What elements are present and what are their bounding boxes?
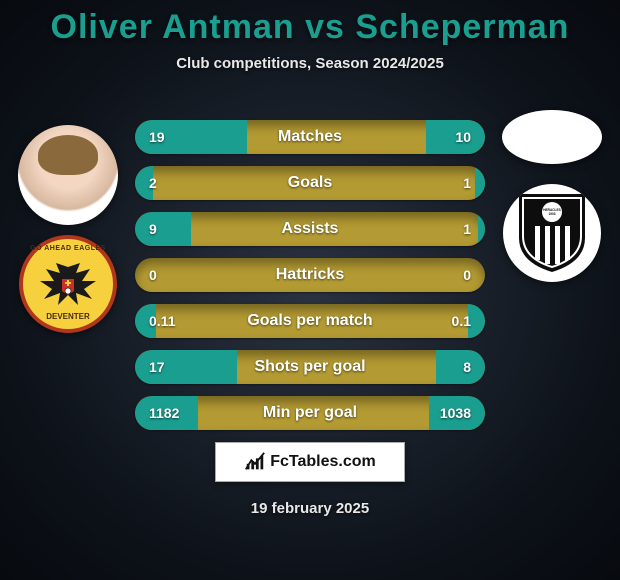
value-right: 0.1 — [452, 304, 471, 338]
stat-label: Min per goal — [135, 396, 485, 430]
value-right: 10 — [455, 120, 471, 154]
stat-label: Assists — [135, 212, 485, 246]
crest-left-text-top: GO AHEAD EAGLES — [30, 245, 106, 252]
left-player-column: GO AHEAD EAGLES DEVENTER — [8, 125, 128, 333]
stat-label: Matches — [135, 120, 485, 154]
svg-text:1903: 1903 — [548, 212, 555, 216]
player-right-photo-placeholder — [502, 110, 602, 164]
stat-row: 17Shots per goal8 — [135, 350, 485, 384]
stat-label: Goals — [135, 166, 485, 200]
value-right: 1038 — [440, 396, 471, 430]
right-player-column: HERACLES 1903 — [492, 110, 612, 282]
stat-row: 0.11Goals per match0.1 — [135, 304, 485, 338]
stat-row: 9Assists1 — [135, 212, 485, 246]
value-right: 1 — [463, 212, 471, 246]
branding-badge: FcTables.com — [215, 442, 405, 482]
page-title: Oliver Antman vs Scheperman — [0, 0, 620, 47]
value-right: 8 — [463, 350, 471, 384]
chart-icon — [244, 451, 266, 473]
stat-label: Shots per goal — [135, 350, 485, 384]
value-right: 0 — [463, 258, 471, 292]
stat-row: 19Matches10 — [135, 120, 485, 154]
crest-left-text-bottom: DEVENTER — [46, 312, 90, 321]
player-left-photo — [18, 125, 118, 225]
stat-row: 1182Min per goal1038 — [135, 396, 485, 430]
club-crest-right: HERACLES 1903 — [503, 184, 601, 282]
value-right: 1 — [463, 166, 471, 200]
eagle-icon — [38, 259, 98, 309]
club-crest-left: GO AHEAD EAGLES DEVENTER — [19, 235, 117, 333]
stat-label: Goals per match — [135, 304, 485, 338]
branding-text: FcTables.com — [270, 453, 376, 471]
stat-label: Hattricks — [135, 258, 485, 292]
stat-row: 0Hattricks0 — [135, 258, 485, 292]
subtitle: Club competitions, Season 2024/2025 — [0, 55, 620, 72]
stats-comparison: 19Matches10 2Goals1 9Assists1 0Hattricks0 0.… — [135, 120, 485, 442]
stat-row: 2Goals1 — [135, 166, 485, 200]
date-label: 19 february 2025 — [0, 500, 620, 517]
